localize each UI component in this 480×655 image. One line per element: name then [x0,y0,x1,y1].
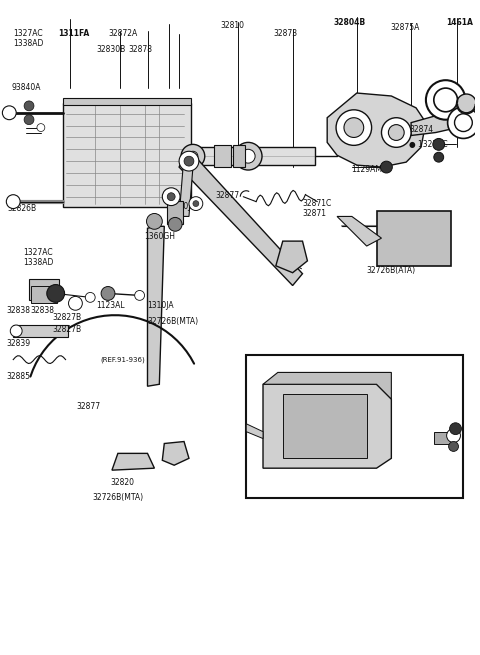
Text: 32873: 32873 [274,29,298,38]
Bar [167,200,183,224]
Text: 32726B(MTA): 32726B(MTA) [92,493,144,502]
Circle shape [433,138,444,150]
Text: 32839: 32839 [6,339,30,348]
Circle shape [135,290,144,301]
Text: 32885: 32885 [6,373,30,381]
Circle shape [448,107,479,138]
Text: 32726B(ATA): 32726B(ATA) [367,266,416,275]
Polygon shape [246,424,263,439]
Text: 32827B: 32827B [53,325,82,334]
Text: (CRUISE CONTROL MODULE): (CRUISE CONTROL MODULE) [256,358,365,367]
Polygon shape [162,441,189,465]
Polygon shape [376,212,451,266]
Circle shape [449,441,458,451]
Circle shape [168,217,182,231]
Polygon shape [263,373,391,399]
Circle shape [336,110,372,145]
Text: 32877: 32877 [76,402,100,411]
Text: 1310JA: 1310JA [169,202,196,211]
Circle shape [344,118,364,138]
Circle shape [162,188,180,206]
Text: 32838: 32838 [30,307,54,315]
Circle shape [47,284,65,303]
Bar [13,325,68,337]
Bar [233,145,245,167]
Text: 32874: 32874 [409,124,433,134]
Text: 1129AM: 1129AM [351,165,382,174]
Polygon shape [112,453,155,470]
Polygon shape [411,116,457,136]
Circle shape [189,196,203,210]
Text: 32838: 32838 [6,307,30,315]
Polygon shape [263,384,391,468]
Text: 1123AL: 1123AL [96,301,125,310]
Polygon shape [179,155,194,216]
Circle shape [426,80,466,120]
Text: ● 1327AC: ● 1327AC [409,140,448,149]
Circle shape [85,292,95,303]
Text: 1360GH: 1360GH [144,233,176,241]
Bar [31,286,57,303]
Circle shape [241,149,255,163]
Bar [283,394,367,458]
Circle shape [388,124,404,140]
Text: 32872A: 32872A [108,29,137,38]
Text: 1311FA: 1311FA [58,29,89,38]
Text: 32877: 32877 [216,191,240,200]
Circle shape [456,94,476,114]
Text: [REF.91-936]: [REF.91-936] [305,476,354,485]
Circle shape [184,156,194,166]
Bar [62,103,191,206]
Circle shape [101,286,115,301]
Circle shape [37,124,45,132]
Circle shape [434,152,444,162]
Text: 93840A: 93840A [11,83,41,92]
Circle shape [193,200,199,206]
Text: 32826B: 32826B [7,204,36,213]
Text: 32726B(MTA): 32726B(MTA) [147,317,199,326]
Circle shape [6,195,20,208]
Text: 32830B: 32830B [96,45,125,54]
Text: 32875A: 32875A [390,23,420,32]
Text: 1461A: 1461A [446,18,473,27]
Text: 32810: 32810 [220,21,244,30]
Text: 32804B: 32804B [333,18,365,27]
Circle shape [2,106,16,120]
Polygon shape [179,155,302,286]
Circle shape [179,151,199,171]
Circle shape [69,297,83,310]
Bar [214,145,231,167]
Text: 32878: 32878 [129,45,153,54]
Bar [29,278,59,301]
Circle shape [188,151,198,161]
Circle shape [381,161,392,173]
Polygon shape [337,216,382,246]
Bar [434,432,452,443]
Circle shape [10,325,22,337]
Text: 1327AC
1338AD: 1327AC 1338AD [13,29,44,48]
Bar [187,147,315,165]
Circle shape [24,115,34,124]
Text: (REF.91-936): (REF.91-936) [100,356,145,363]
Text: 1310JA: 1310JA [147,301,174,310]
Polygon shape [327,93,426,167]
Circle shape [382,118,411,147]
Circle shape [234,142,262,170]
Text: 1327AC
1338AD: 1327AC 1338AD [23,248,53,267]
Circle shape [446,428,460,443]
Text: 32827B: 32827B [53,313,82,322]
Polygon shape [62,98,191,105]
Circle shape [181,144,205,168]
Polygon shape [276,241,307,272]
Circle shape [167,193,175,200]
Circle shape [146,214,162,229]
Circle shape [24,101,34,111]
Text: 32820: 32820 [110,478,134,487]
Polygon shape [147,227,164,386]
Circle shape [450,422,461,435]
Bar [246,354,463,498]
Text: 32871C
32871: 32871C 32871 [302,198,332,218]
